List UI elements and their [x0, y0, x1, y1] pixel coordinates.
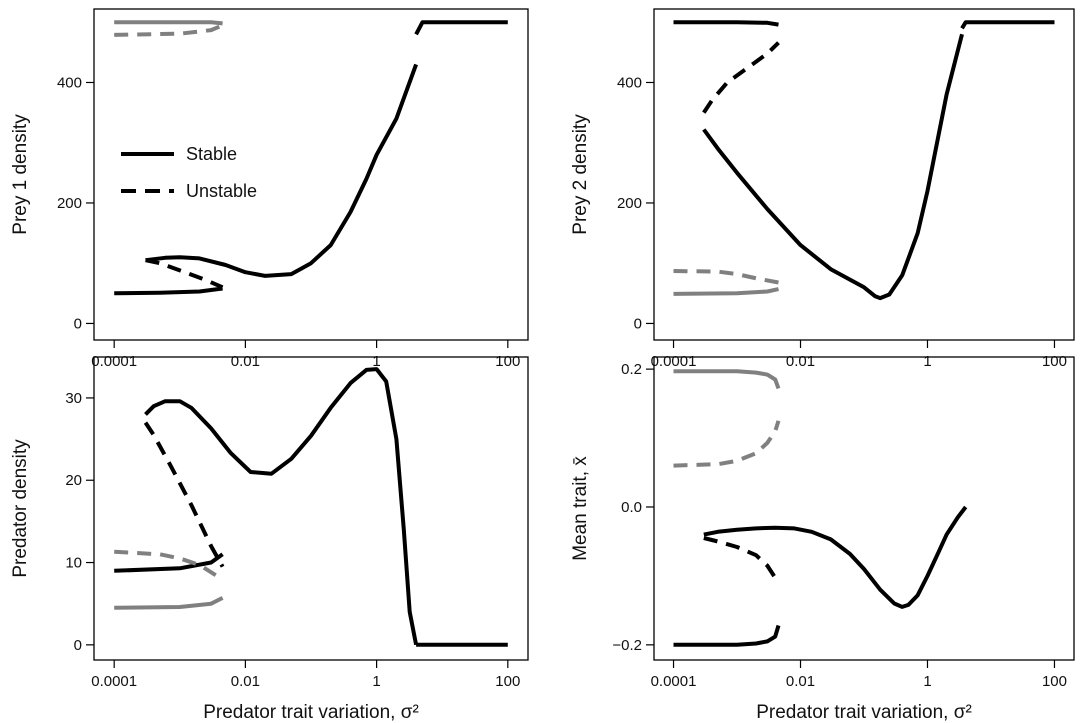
series-line-black-dashed: [703, 536, 781, 584]
panel-prey2-density: 0.0001 0.01 1 100 0 200 400 Prey 2 density: [570, 8, 1075, 370]
y-tick-label: 10: [65, 555, 82, 572]
series-line-grey-dashed: [114, 549, 221, 580]
legend-stable-label: Stable: [186, 144, 237, 164]
series-line-black-dashed: [145, 258, 224, 290]
y-axis-label: Mean trait, x̄: [570, 456, 591, 561]
x-tick-label: 100: [1042, 353, 1067, 370]
x-tick-label: 100: [1042, 673, 1067, 690]
x-tick-label: 1: [372, 673, 380, 690]
x-axis-label: Predator trait variation, σ²: [756, 702, 972, 723]
x-tick-label: 1: [923, 353, 931, 370]
series-line-black-solid: [673, 20, 779, 27]
panel-predator-density: 0.0001 0.01 1 100 0 10 20 30 Predator density Pre…: [10, 356, 529, 723]
x-tick-label: 0.01: [231, 673, 260, 690]
series-line-black-dashed: [702, 41, 780, 114]
y-tick-label: 0: [74, 315, 82, 332]
series-line-grey-dashed: [673, 420, 781, 468]
series-line-black-solid: [414, 20, 508, 36]
y-tick-label: 0: [74, 637, 82, 654]
x-tick-label: 0.0001: [651, 353, 697, 370]
x-axis-label: Predator trait variation, σ²: [203, 702, 419, 723]
y-tick-label: 0.0: [621, 499, 642, 516]
series-line-black-solid: [114, 286, 223, 296]
plot-frame: [653, 356, 1075, 661]
y-tick-label: 30: [65, 390, 82, 407]
x-tick-label: 1: [372, 353, 380, 370]
series-line-black-solid: [114, 552, 224, 573]
y-tick-label: 400: [617, 74, 642, 91]
series-line-grey-dashed: [114, 23, 224, 37]
x-tick-label: 0.01: [786, 673, 815, 690]
series-line-black-solid: [145, 63, 418, 278]
series-line-black-solid: [673, 624, 781, 647]
x-tick-label: 0.0001: [651, 673, 697, 690]
series-line-grey-solid: [114, 596, 224, 610]
panel-prey1-density: 0.0001 0.01 1 100 0 200 400 Prey 1 density: [10, 8, 529, 370]
y-axis-label: Predator density: [10, 439, 31, 578]
series-line-grey-dashed: [673, 269, 779, 285]
plot-frame: [653, 8, 1075, 341]
x-tick-label: 0.0001: [91, 673, 137, 690]
y-axis-label: Prey 1 density: [10, 114, 31, 235]
x-tick-label: 100: [495, 673, 520, 690]
y-axis-label: Prey 2 density: [570, 114, 591, 235]
series-line-grey-solid: [673, 369, 781, 390]
series-line-black-dashed: [143, 421, 225, 568]
y-tick-label: 400: [57, 74, 82, 91]
plot-frame: [93, 356, 529, 661]
legend: Stable Unstable: [121, 144, 257, 201]
y-tick-label: 0.2: [621, 361, 642, 378]
series-line-black-solid: [702, 33, 964, 301]
x-tick-label: 1: [923, 673, 931, 690]
plot-frame: [93, 8, 529, 341]
series-line-black-solid: [144, 367, 419, 646]
x-tick-label: 100: [495, 353, 520, 370]
x-tick-label: 0.01: [231, 353, 260, 370]
series-line-black-solid: [703, 505, 968, 609]
series-line-black-solid: [960, 20, 1055, 30]
legend-unstable-label: Unstable: [186, 181, 257, 201]
y-tick-label: 200: [57, 195, 82, 212]
x-tick-label: 0.01: [786, 353, 815, 370]
y-tick-label: 0: [634, 315, 642, 332]
panel-mean-trait: 0.0001 0.01 1 100 −0.2 0.0 0.2 Mean trait, x̄ Pr…: [570, 356, 1075, 723]
series-line-grey-solid: [673, 287, 779, 296]
series-line-grey-solid: [114, 20, 223, 26]
y-tick-label: 20: [65, 472, 82, 489]
y-tick-label: 200: [617, 195, 642, 212]
x-tick-label: 0.0001: [91, 353, 137, 370]
y-tick-label: −0.2: [612, 637, 642, 654]
